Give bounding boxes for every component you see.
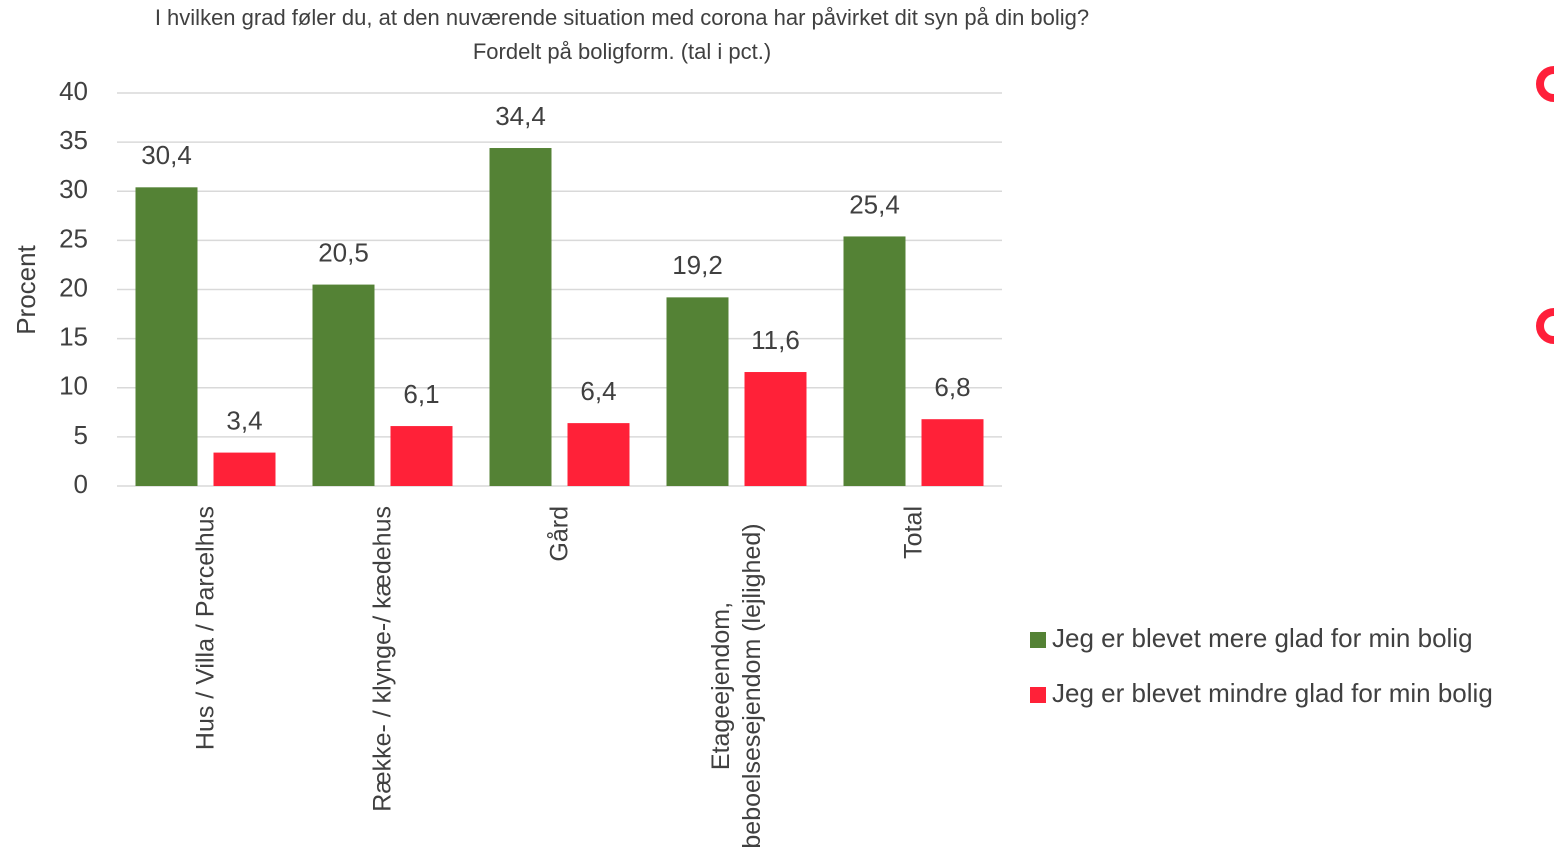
x-tick-label: Etageejendom, beboelsesejendom (lejlighe… [706,523,766,849]
bar [666,297,729,486]
chart-title: Fordelt på boligform. (tal i pct.) [473,39,771,64]
data-label: 19,2 [672,250,723,280]
data-label: 3,4 [226,405,262,435]
y-tick-label: 0 [74,469,88,499]
y-tick-label: 35 [59,125,88,155]
data-label: 6,4 [580,376,616,406]
bar [213,452,276,486]
y-tick-label: 20 [59,272,88,302]
bar [135,187,198,486]
y-axis-label: Procent [11,244,41,334]
bar [390,426,453,486]
data-label: 11,6 [751,325,800,355]
data-label: 6,1 [403,379,439,409]
bar [843,236,906,486]
x-tick-label: Gård [545,506,573,562]
y-tick-label: 30 [59,174,88,204]
x-tick-label: Hus / Villa / Parcelhus [191,506,219,751]
data-label: 6,8 [934,372,970,402]
y-tick-label: 25 [59,223,88,253]
bar [567,423,630,486]
bar [744,372,807,486]
y-tick-label: 10 [59,371,88,401]
x-tick-label: Række- / klynge-/ kædehus [368,506,396,812]
data-label: 20,5 [318,237,369,267]
decoration [1536,66,1554,102]
legend-swatch [1030,687,1046,703]
bar [921,419,984,486]
legend-label: Jeg er blevet mere glad for min bolig [1052,623,1473,653]
legend-label: Jeg er blevet mindre glad for min bolig [1052,678,1493,708]
x-tick-label: Total [899,506,927,559]
y-tick-label: 40 [59,76,88,106]
data-label: 25,4 [849,189,900,219]
y-tick-label: 5 [74,420,88,450]
bar [489,148,552,486]
decoration [1536,308,1554,344]
chart-title: I hvilken grad føler du, at den nuværend… [155,5,1089,30]
data-label: 30,4 [141,140,192,170]
legend-swatch [1030,632,1046,648]
data-label: 34,4 [495,101,546,131]
y-tick-label: 15 [59,322,88,352]
bar [312,284,375,486]
